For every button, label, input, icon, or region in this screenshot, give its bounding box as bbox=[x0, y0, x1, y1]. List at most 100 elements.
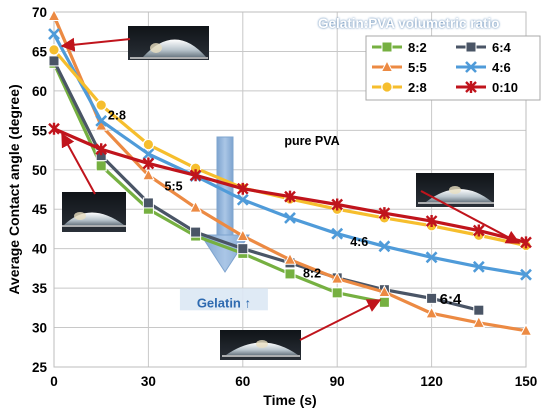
data-point bbox=[237, 243, 249, 255]
data-point bbox=[520, 268, 532, 281]
data-point bbox=[378, 240, 391, 253]
data-point bbox=[331, 227, 344, 240]
droplet-image-pure-pva-end bbox=[416, 173, 494, 207]
legend-swatch-marker bbox=[380, 59, 394, 72]
droplet-image-gelatin-end bbox=[220, 330, 301, 360]
data-point bbox=[236, 193, 249, 206]
axes-layer: 0 30 60 90 120 150 25 30 35 40 45 50 55 60 65 70 Time (s… bbox=[6, 5, 537, 408]
annotation-label: 4:6 bbox=[350, 235, 368, 249]
data-point bbox=[520, 236, 532, 249]
data-point bbox=[236, 228, 250, 242]
legend-title: Gelatin:PVA volumetric ratio bbox=[318, 16, 500, 31]
legend-label: 5:5 bbox=[408, 60, 427, 75]
data-point bbox=[236, 182, 249, 195]
annotation-label: 8:2 bbox=[303, 266, 321, 280]
data-point bbox=[284, 268, 296, 280]
pointer-arrows bbox=[60, 37, 521, 341]
legend-swatch-marker bbox=[381, 81, 393, 93]
data-point bbox=[378, 207, 391, 220]
legend-label: 0:10 bbox=[492, 80, 518, 95]
data-point bbox=[472, 224, 485, 237]
gelatin-increase-arrow bbox=[200, 136, 250, 273]
droplet-image-gelatin-start bbox=[128, 26, 209, 60]
data-point bbox=[330, 271, 344, 284]
data-point bbox=[189, 200, 202, 213]
data-point bbox=[284, 211, 296, 224]
legend-swatch-marker bbox=[465, 41, 477, 53]
data-point bbox=[425, 215, 438, 228]
data-point bbox=[378, 296, 390, 308]
legend: Gelatin:PVA volumetric ratio 8:2 6:4 5:5 4:… bbox=[318, 16, 541, 101]
data-point bbox=[95, 160, 107, 172]
data-point bbox=[48, 44, 60, 56]
plot-border bbox=[53, 11, 527, 368]
x-tick-label: 0 bbox=[50, 374, 58, 389]
data-point bbox=[48, 55, 60, 67]
data-point bbox=[142, 138, 155, 151]
data-point bbox=[95, 99, 107, 111]
data-point bbox=[331, 287, 343, 299]
annotation-label: pure PVA bbox=[284, 134, 339, 148]
legend-swatch-marker bbox=[381, 41, 393, 53]
x-axis-label: Time (s) bbox=[263, 392, 316, 408]
data-point bbox=[378, 284, 391, 298]
y-tick-label: 30 bbox=[32, 321, 47, 336]
legend-item: 8:2 bbox=[372, 40, 427, 55]
data-point bbox=[142, 168, 155, 181]
data-point bbox=[48, 122, 60, 135]
data-point bbox=[142, 157, 155, 170]
series-line bbox=[52, 62, 385, 304]
data-point bbox=[48, 28, 60, 41]
gelatin-label-bg bbox=[179, 288, 268, 311]
legend-item: 4:6 bbox=[456, 60, 511, 75]
annotation-label: 5:5 bbox=[165, 180, 183, 194]
data-point bbox=[425, 251, 438, 264]
legend-item: 5:5 bbox=[372, 59, 427, 75]
data-point bbox=[142, 148, 155, 160]
data-point bbox=[95, 114, 108, 127]
y-tick-label: 65 bbox=[32, 44, 48, 59]
data-point bbox=[426, 292, 438, 304]
data-point bbox=[189, 169, 202, 182]
y-tick-label: 45 bbox=[32, 202, 48, 217]
legend-swatch-marker bbox=[465, 81, 477, 93]
arrow-to-pva-start bbox=[61, 132, 96, 195]
series-layer bbox=[47, 8, 533, 336]
series-line bbox=[52, 60, 480, 312]
legend-label: 4:6 bbox=[492, 60, 511, 75]
x-tick-label: 120 bbox=[420, 374, 443, 389]
legend-label: 8:2 bbox=[408, 40, 427, 55]
legend-item: 6:4 bbox=[456, 40, 512, 55]
y-axis-label: Average Contact angle (degree) bbox=[6, 84, 22, 294]
legend-label: 6:4 bbox=[492, 40, 512, 55]
data-point bbox=[425, 306, 438, 319]
y-tick-label: 70 bbox=[32, 5, 47, 20]
y-tick-label: 50 bbox=[32, 163, 47, 178]
legend-swatch-marker bbox=[465, 61, 477, 73]
series-0-10 bbox=[48, 122, 532, 249]
arrow-to-gelatin-end bbox=[299, 299, 382, 341]
data-point bbox=[331, 198, 344, 211]
y-tick-label: 55 bbox=[32, 123, 48, 138]
annotation-label: Gelatin ↑ bbox=[197, 295, 251, 310]
y-tick-label: 35 bbox=[32, 281, 48, 296]
plot-area bbox=[53, 11, 527, 368]
data-point bbox=[47, 8, 61, 21]
x-tick-label: 30 bbox=[141, 374, 156, 389]
y-tick-label: 40 bbox=[32, 242, 47, 257]
legend-item: 0:10 bbox=[456, 80, 518, 95]
data-point bbox=[283, 252, 297, 265]
data-point bbox=[284, 190, 296, 203]
x-tick-label: 150 bbox=[515, 374, 538, 389]
data-point bbox=[472, 260, 485, 273]
y-tick-label: 60 bbox=[32, 84, 47, 99]
data-point bbox=[190, 226, 202, 238]
annotation-label: 2:8 bbox=[108, 109, 126, 123]
data-point bbox=[472, 315, 486, 328]
y-tick-label: 25 bbox=[32, 360, 48, 375]
arrow-to-pva-end bbox=[420, 190, 521, 244]
data-point bbox=[142, 197, 154, 209]
x-tick-label: 90 bbox=[330, 374, 345, 389]
